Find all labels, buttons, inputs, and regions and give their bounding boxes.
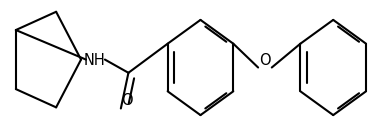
Text: O: O: [121, 93, 132, 108]
Text: NH: NH: [83, 53, 105, 68]
Text: O: O: [259, 53, 271, 68]
